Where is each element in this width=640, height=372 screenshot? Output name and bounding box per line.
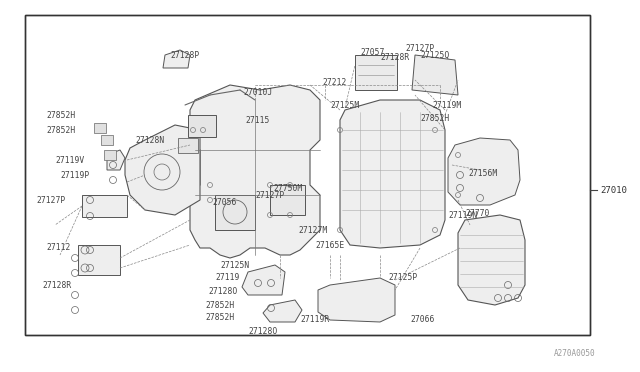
Text: 27770: 27770: [465, 208, 490, 218]
Text: 27119M: 27119M: [432, 100, 461, 109]
Polygon shape: [340, 100, 445, 248]
Bar: [188, 115, 216, 137]
Polygon shape: [458, 215, 525, 305]
Text: 27128N: 27128N: [135, 135, 164, 144]
Text: 27127P: 27127P: [405, 44, 435, 52]
Polygon shape: [107, 150, 125, 170]
Polygon shape: [242, 265, 285, 295]
Polygon shape: [104, 150, 116, 160]
Polygon shape: [412, 55, 458, 95]
Text: 27852H: 27852H: [46, 110, 76, 119]
Text: 27125Q: 27125Q: [420, 51, 449, 60]
Text: A270A0050: A270A0050: [554, 349, 595, 358]
Text: 27128O: 27128O: [248, 327, 277, 337]
Text: 27852H: 27852H: [205, 314, 234, 323]
Bar: [25, 15, 590, 335]
Text: 27127M: 27127M: [298, 225, 327, 234]
Polygon shape: [125, 125, 200, 215]
Text: 27165E: 27165E: [315, 241, 344, 250]
Polygon shape: [94, 123, 106, 133]
Text: 27119V: 27119V: [55, 155, 84, 164]
Bar: [82, 195, 127, 217]
Polygon shape: [448, 138, 520, 205]
Polygon shape: [318, 278, 395, 322]
Bar: [25, 15, 590, 335]
Text: 27010J: 27010J: [243, 87, 272, 96]
Polygon shape: [263, 300, 302, 322]
Text: 27056: 27056: [212, 198, 236, 206]
Text: 27115: 27115: [245, 115, 269, 125]
Text: 27128R: 27128R: [42, 280, 71, 289]
Text: 27119: 27119: [215, 273, 239, 282]
Text: 27119N: 27119N: [448, 211, 477, 219]
Text: 27212: 27212: [322, 77, 346, 87]
Text: 27119R: 27119R: [300, 315, 329, 324]
Bar: [215, 195, 255, 230]
Bar: [355, 55, 397, 90]
Text: 27066: 27066: [410, 315, 435, 324]
Text: 27128P: 27128P: [170, 51, 199, 60]
Text: 27852H: 27852H: [205, 301, 234, 311]
Text: 27128R: 27128R: [380, 52, 409, 61]
Text: 27112: 27112: [46, 243, 70, 251]
Text: 27125M: 27125M: [330, 100, 359, 109]
Bar: [178, 138, 198, 153]
Text: 27057: 27057: [360, 48, 385, 57]
Text: 27156M: 27156M: [468, 169, 497, 177]
Polygon shape: [190, 85, 320, 258]
Bar: [78, 245, 120, 275]
Text: 27750M: 27750M: [273, 183, 302, 192]
Text: 27119P: 27119P: [60, 170, 89, 180]
Polygon shape: [101, 135, 113, 145]
Polygon shape: [163, 50, 190, 68]
Bar: [270, 185, 305, 215]
Text: 27128O: 27128O: [208, 288, 237, 296]
Text: 27852H: 27852H: [420, 113, 449, 122]
Text: 27127P: 27127P: [36, 196, 65, 205]
Text: 27125P: 27125P: [388, 273, 417, 282]
Text: 27127P: 27127P: [255, 190, 284, 199]
Text: 27125N: 27125N: [220, 260, 249, 269]
Text: 27852H: 27852H: [46, 125, 76, 135]
Text: 27010: 27010: [600, 186, 627, 195]
